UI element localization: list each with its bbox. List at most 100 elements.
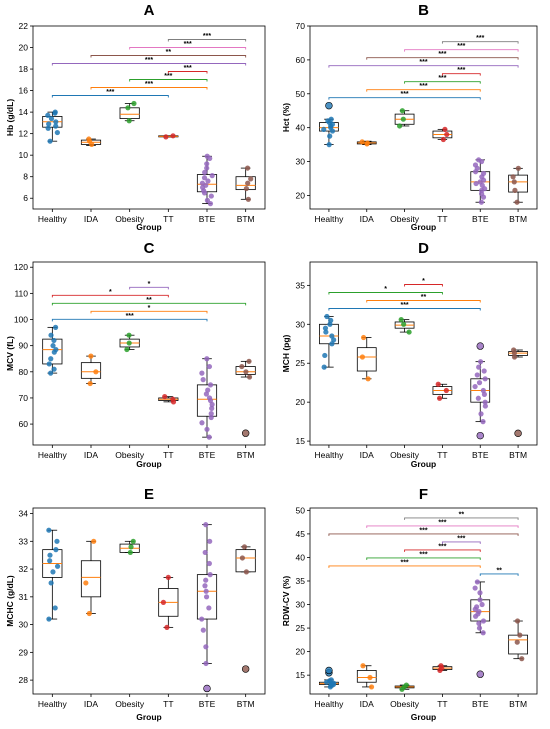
data-point bbox=[474, 579, 480, 585]
significance-bracket: *** bbox=[328, 527, 519, 536]
data-point bbox=[476, 608, 482, 615]
y-tick-label: 120 bbox=[14, 262, 28, 272]
data-point bbox=[480, 618, 487, 624]
data-point bbox=[203, 594, 210, 600]
box-iqr bbox=[356, 670, 377, 683]
data-point bbox=[323, 329, 329, 335]
data-point bbox=[511, 179, 517, 185]
y-tick-label: 31 bbox=[19, 592, 29, 602]
y-tick-label: 25 bbox=[296, 623, 306, 633]
bracket-line bbox=[328, 97, 481, 100]
x-tick-label: IDA bbox=[84, 450, 99, 460]
significance-bracket: * bbox=[404, 278, 443, 287]
data-point bbox=[199, 420, 205, 426]
x-tick-label: IDA bbox=[84, 214, 99, 224]
significance-label: *** bbox=[184, 41, 192, 48]
data-point bbox=[125, 105, 131, 111]
bracket-line bbox=[366, 57, 519, 60]
panel-e: E 28 29 30 31 32 33 34 Healthy IDA Obesity TT BTE BTM… bbox=[5, 486, 266, 722]
data-point bbox=[245, 180, 251, 186]
bracket-line bbox=[404, 284, 443, 287]
data-point bbox=[51, 337, 57, 344]
data-point bbox=[514, 199, 520, 205]
data-point bbox=[91, 538, 97, 544]
x-tick-label: IDA bbox=[360, 214, 375, 224]
outlier-point bbox=[514, 429, 522, 438]
significance-label: *** bbox=[438, 543, 446, 550]
bracket-line bbox=[479, 573, 519, 576]
significance-bracket: *** bbox=[328, 59, 519, 68]
data-point bbox=[359, 139, 365, 145]
y-tick-label: 30 bbox=[296, 600, 306, 610]
panel-c: C 60 70 80 90 100 110 120 Healthy IDA Obesity TT BTE… bbox=[5, 240, 266, 469]
significance-bracket: *** bbox=[328, 302, 481, 311]
data-point bbox=[364, 140, 371, 146]
data-point bbox=[331, 337, 337, 343]
significance-label: *** bbox=[476, 35, 484, 42]
y-tick-label: 50 bbox=[296, 505, 306, 515]
data-point bbox=[444, 131, 450, 138]
data-point bbox=[239, 363, 245, 370]
significance-label: *** bbox=[400, 559, 408, 566]
x-tick-label: Healthy bbox=[38, 450, 68, 460]
bracket-line bbox=[51, 63, 247, 66]
significance-label: *** bbox=[457, 535, 465, 542]
y-tick-label: 16 bbox=[19, 86, 29, 96]
data-point bbox=[482, 399, 488, 405]
data-point bbox=[199, 370, 205, 376]
data-point bbox=[365, 376, 371, 382]
box-iqr bbox=[196, 384, 218, 417]
bracket-line bbox=[51, 302, 247, 306]
significance-label: * bbox=[422, 278, 425, 285]
x-tick-label: TT bbox=[437, 214, 447, 224]
data-point bbox=[474, 372, 480, 378]
data-point bbox=[360, 334, 367, 341]
data-point bbox=[367, 674, 373, 681]
significance-bracket: *** bbox=[129, 41, 247, 50]
data-point bbox=[329, 341, 335, 347]
data-point bbox=[246, 358, 252, 364]
data-point bbox=[438, 663, 444, 669]
data-point bbox=[160, 599, 167, 605]
data-point bbox=[474, 604, 480, 610]
panel-title: D bbox=[418, 240, 429, 257]
data-point bbox=[205, 178, 211, 184]
y-axis-label: Hct (%) bbox=[281, 103, 291, 132]
data-point bbox=[207, 572, 213, 578]
data-point bbox=[128, 544, 134, 550]
significance-bracket: ** bbox=[366, 294, 481, 303]
data-point bbox=[46, 527, 52, 533]
data-point bbox=[163, 134, 169, 140]
x-tick-label: BTM bbox=[237, 450, 255, 460]
data-point bbox=[208, 414, 214, 421]
bracket-line bbox=[441, 41, 519, 44]
data-point bbox=[476, 625, 483, 631]
data-point bbox=[328, 116, 334, 122]
y-tick-label: 80 bbox=[19, 367, 29, 377]
data-point bbox=[53, 123, 59, 129]
x-axis-label: Group bbox=[136, 222, 162, 232]
significance-bracket: *** bbox=[366, 519, 519, 528]
outlier-point bbox=[476, 431, 484, 440]
box-ida bbox=[80, 540, 102, 614]
data-point bbox=[52, 605, 58, 611]
box-iqr bbox=[356, 347, 377, 372]
x-tick-label: Obesity bbox=[115, 450, 145, 460]
significance-label: *** bbox=[419, 551, 427, 558]
data-point bbox=[241, 544, 248, 550]
data-point bbox=[327, 133, 333, 139]
data-point bbox=[400, 116, 406, 122]
significance-bracket: *** bbox=[328, 559, 481, 568]
significance-label: ** bbox=[166, 49, 172, 56]
data-point bbox=[201, 175, 208, 181]
data-point bbox=[203, 644, 209, 650]
data-point bbox=[443, 387, 449, 394]
significance-bracket: ** bbox=[479, 567, 519, 576]
significance-bracket: *** bbox=[404, 75, 481, 84]
data-point bbox=[202, 583, 208, 589]
x-tick-label: TT bbox=[163, 450, 173, 460]
data-point bbox=[324, 313, 330, 320]
bracket-line bbox=[441, 541, 481, 544]
significance-label: *** bbox=[400, 302, 408, 309]
